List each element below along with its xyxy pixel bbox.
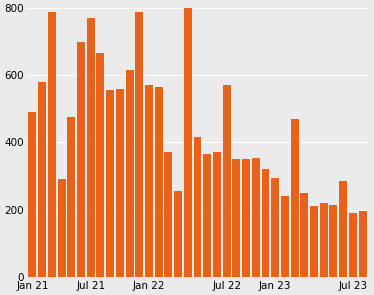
Bar <box>359 211 367 277</box>
Bar <box>67 117 75 277</box>
Bar <box>320 203 328 277</box>
Bar <box>203 154 211 277</box>
Bar <box>165 153 172 277</box>
Bar <box>116 89 124 277</box>
Bar <box>193 137 202 277</box>
Bar <box>155 87 163 277</box>
Bar <box>349 213 357 277</box>
Bar <box>58 179 65 277</box>
Bar <box>329 204 337 277</box>
Bar <box>232 159 240 277</box>
Bar <box>300 193 308 277</box>
Bar <box>281 196 289 277</box>
Bar <box>291 119 298 277</box>
Bar <box>38 82 46 277</box>
Bar <box>223 85 231 277</box>
Bar <box>271 178 279 277</box>
Bar <box>252 158 260 277</box>
Bar <box>145 85 153 277</box>
Bar <box>106 90 114 277</box>
Bar <box>126 70 134 277</box>
Bar <box>28 112 36 277</box>
Bar <box>96 53 104 277</box>
Bar <box>261 169 270 277</box>
Bar <box>213 153 221 277</box>
Bar <box>77 42 85 277</box>
Bar <box>339 181 347 277</box>
Bar <box>87 18 95 277</box>
Bar <box>242 159 250 277</box>
Bar <box>184 5 192 277</box>
Bar <box>135 12 143 277</box>
Bar <box>174 191 182 277</box>
Bar <box>48 12 56 277</box>
Bar <box>310 206 318 277</box>
